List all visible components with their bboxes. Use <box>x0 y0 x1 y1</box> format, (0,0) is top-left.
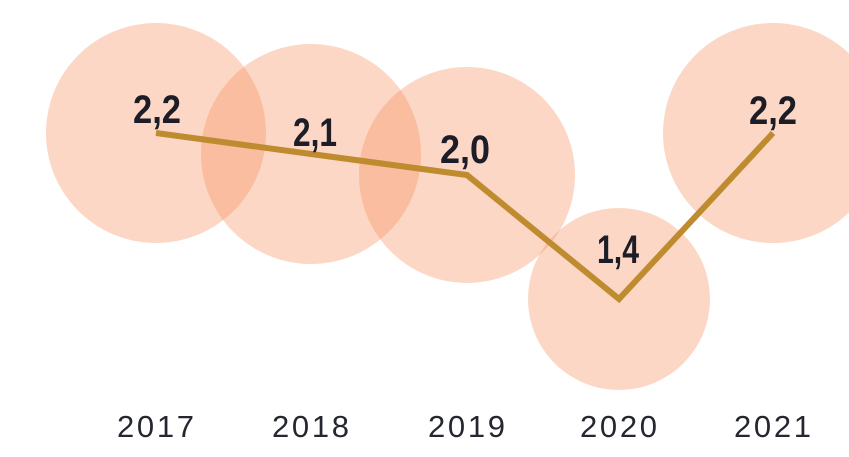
value-label-2018: 2,1 <box>293 111 337 155</box>
year-label-2019: 2019 <box>428 409 506 441</box>
trend-line <box>155 130 776 304</box>
value-label-2019: 2,0 <box>440 128 490 172</box>
bubble-line-chart: 2,2 2,1 2,0 1,4 2,2 2017 2018 2019 2020 2021 <box>40 16 849 441</box>
year-label-2017: 2017 <box>117 409 195 441</box>
year-label-2018: 2018 <box>272 409 350 441</box>
bubble-2021 <box>663 23 849 243</box>
value-label-2017: 2,2 <box>133 88 181 132</box>
chart-canvas: 2,2 2,1 2,0 1,4 2,2 2017 2018 2019 2020 2021 <box>46 23 849 441</box>
value-label-2020: 1,4 <box>597 228 640 272</box>
year-label-2020: 2020 <box>580 409 658 441</box>
year-label-2021: 2021 <box>734 409 812 441</box>
value-label-2021: 2,2 <box>749 89 797 133</box>
